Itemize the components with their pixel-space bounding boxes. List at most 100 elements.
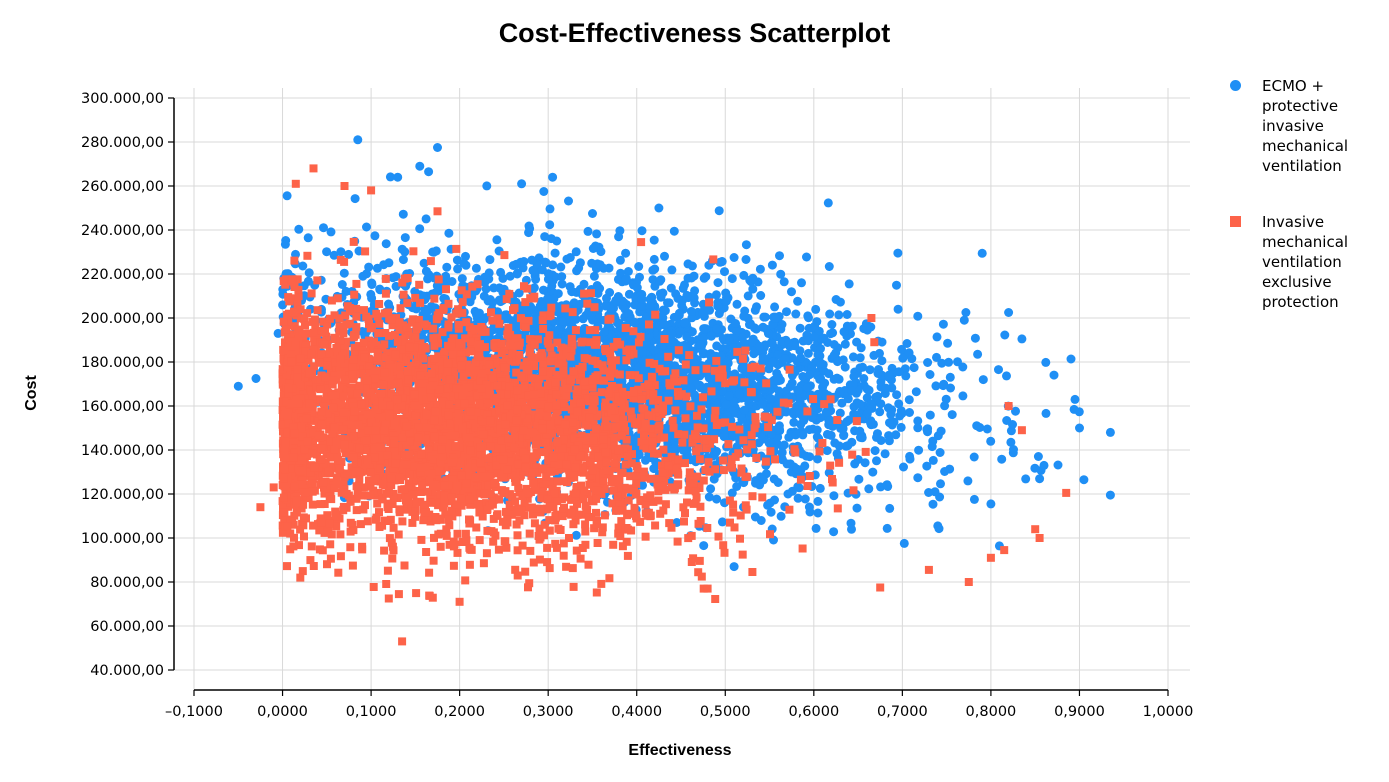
scatter-point — [586, 338, 595, 347]
scatter-point — [820, 378, 830, 388]
scatter-point — [748, 273, 758, 283]
scatter-point — [416, 298, 425, 307]
scatter-point — [462, 290, 471, 299]
scatter-point — [820, 400, 829, 409]
scatter-point — [588, 209, 597, 218]
scatter-point — [557, 272, 567, 282]
scatter-point — [465, 560, 474, 569]
scatter-point — [614, 383, 623, 392]
scatter-point — [761, 457, 770, 466]
scatter-point — [1002, 416, 1012, 425]
scatter-point — [792, 464, 802, 474]
scatter-point — [800, 461, 810, 471]
scatter-point — [752, 302, 761, 312]
scatter-point — [825, 415, 835, 425]
scatter-point — [938, 381, 948, 391]
scatter-point — [693, 423, 702, 432]
scatter-point — [501, 369, 510, 378]
scatter-point — [773, 376, 783, 386]
y-tick-label: 140.000,00 — [81, 443, 164, 459]
scatter-point — [694, 568, 703, 577]
x-tick-label: 0,6000 — [788, 704, 839, 720]
scatter-point — [776, 269, 786, 279]
scatter-point — [375, 366, 384, 375]
scatter-point — [876, 399, 886, 409]
y-tick-label: 80.000,00 — [90, 575, 164, 591]
scatter-point — [898, 353, 908, 363]
scatter-point — [835, 408, 845, 418]
scatter-point — [936, 426, 946, 436]
scatter-point — [702, 444, 711, 453]
scatter-point — [884, 370, 894, 380]
scatter-point — [938, 319, 948, 329]
scatter-point — [946, 383, 955, 393]
scatter-point — [767, 339, 777, 349]
scatter-point — [641, 338, 651, 348]
scatter-point — [755, 264, 765, 274]
scatter-point — [726, 518, 734, 527]
scatter-point — [840, 339, 850, 349]
scatter-point — [748, 371, 758, 381]
scatter-point — [370, 231, 380, 241]
scatter-point — [496, 267, 506, 277]
scatter-point — [511, 565, 520, 574]
scatter-point — [1041, 408, 1051, 418]
scatter-point — [605, 429, 614, 438]
scatter-point — [608, 403, 617, 412]
scatter-point — [309, 521, 318, 530]
scatter-point — [1105, 490, 1115, 500]
scatter-point — [737, 464, 746, 473]
scatter-point — [1021, 474, 1031, 484]
x-tick-label: 0,2000 — [434, 704, 485, 720]
scatter-point — [453, 529, 462, 538]
y-tick-label: 240.000,00 — [81, 223, 164, 239]
scatter-point — [717, 257, 727, 267]
scatter-point — [737, 363, 747, 373]
scatter-point — [922, 461, 932, 471]
x-tick-label: –0,1000 — [165, 704, 223, 720]
scatter-point — [590, 303, 599, 312]
scatter-point — [1033, 452, 1043, 461]
scatter-point — [997, 454, 1007, 464]
scatter-point — [899, 538, 909, 548]
scatter-point — [304, 268, 314, 278]
scatter-point — [681, 343, 690, 353]
scatter-point — [793, 296, 803, 306]
scatter-point — [424, 167, 434, 177]
scatter-point — [399, 290, 408, 299]
scatter-point — [579, 495, 588, 504]
y-tick-label: 100.000,00 — [81, 531, 164, 547]
scatter-point — [685, 351, 694, 360]
scatter-point — [378, 521, 387, 530]
scatter-point — [905, 451, 915, 461]
scatter-point — [1041, 357, 1051, 367]
scatter-point — [855, 353, 865, 363]
scatter-point — [544, 490, 553, 499]
scatter-point — [854, 474, 864, 484]
scatter-point — [780, 354, 790, 364]
scatter-point — [813, 508, 823, 518]
scatter-point — [588, 315, 598, 325]
scatter-point — [713, 382, 723, 391]
scatter-point — [326, 462, 335, 471]
scatter-point — [448, 389, 457, 397]
scatter-point — [690, 359, 700, 368]
scatter-point — [575, 258, 585, 268]
scatter-point — [877, 337, 887, 347]
scatter-point — [830, 438, 840, 448]
scatter-point — [471, 365, 479, 374]
scatter-point — [364, 491, 372, 500]
scatter-point — [805, 370, 815, 380]
scatter-point — [727, 455, 736, 464]
scatter-point — [421, 307, 431, 317]
scatter-point — [638, 480, 647, 490]
scatter-point — [770, 313, 780, 323]
scatter-point — [699, 541, 709, 551]
scatter-point — [835, 297, 845, 307]
scatter-point — [408, 486, 417, 495]
scatter-point — [872, 456, 881, 466]
scatter-point — [791, 448, 800, 457]
scatter-point — [415, 161, 425, 171]
scatter-point — [730, 369, 740, 379]
scatter-point — [384, 299, 393, 309]
